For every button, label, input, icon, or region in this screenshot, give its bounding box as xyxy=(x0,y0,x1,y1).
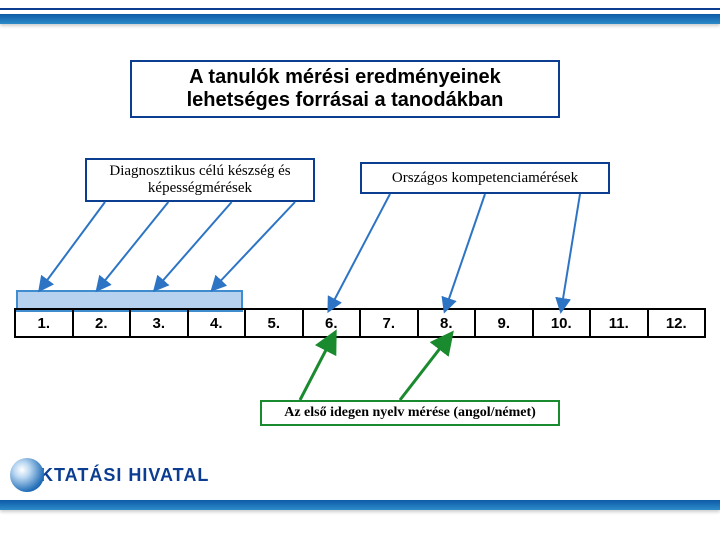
language-box: Az első idegen nyelv mérése (angol/német… xyxy=(260,400,560,426)
diagnostic-box: Diagnosztikus célú készség és képességmé… xyxy=(85,158,315,202)
timeline-cell-8: 8. xyxy=(419,310,477,336)
top-hr xyxy=(0,8,720,10)
timeline-cell-5: 5. xyxy=(246,310,304,336)
logo-globe-icon xyxy=(10,458,44,492)
diagnostic-line1: Diagnosztikus célú készség és xyxy=(109,163,290,179)
title-line1: A tanulók mérési eredményeinek xyxy=(189,66,501,88)
language-text: Az első idegen nyelv mérése (angol/német… xyxy=(284,405,536,421)
national-text: Országos kompetenciamérések xyxy=(392,170,578,187)
timeline-cell-11: 11. xyxy=(591,310,649,336)
timeline-cell-3: 3. xyxy=(131,310,189,336)
top-band xyxy=(0,14,720,24)
timeline-cell-12: 12. xyxy=(649,310,705,336)
footer-band xyxy=(0,500,720,510)
timeline-cell-10: 10. xyxy=(534,310,592,336)
timeline-cell-4: 4. xyxy=(189,310,247,336)
timeline-cell-2: 2. xyxy=(74,310,132,336)
timeline-cell-6: 6. xyxy=(304,310,362,336)
diagnostic-line2: képességmérések xyxy=(148,180,252,196)
title-box: A tanulók mérési eredményeinek lehetsége… xyxy=(130,60,560,118)
national-box: Országos kompetenciamérések xyxy=(360,162,610,194)
timeline-cell-9: 9. xyxy=(476,310,534,336)
logo-text: KTATÁSI HIVATAL xyxy=(40,465,209,486)
logo: KTATÁSI HIVATAL xyxy=(10,458,209,492)
title-line2: lehetséges forrásai a tanodákban xyxy=(187,89,504,111)
timeline: 1.2.3.4.5.6.7.8.9.10.11.12. xyxy=(14,308,706,338)
timeline-cell-7: 7. xyxy=(361,310,419,336)
timeline-cell-1: 1. xyxy=(16,310,74,336)
